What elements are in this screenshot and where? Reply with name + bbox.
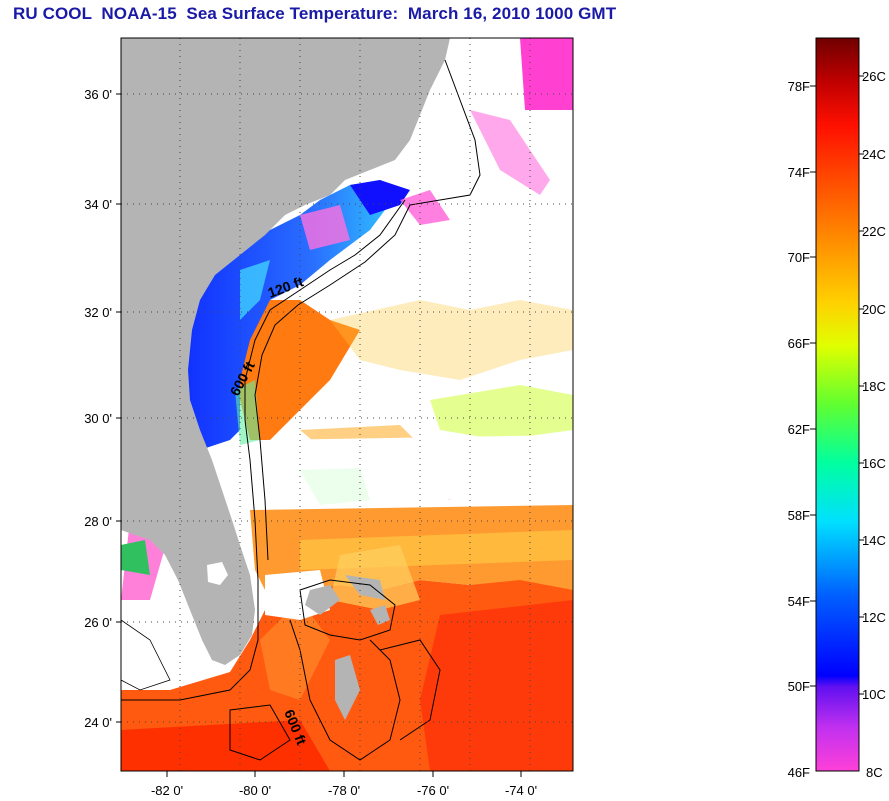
sst-image: 120 ft 600 ft 600 ft <box>121 38 573 771</box>
lat-label: 24 0' <box>84 715 112 730</box>
lon-label: -74 0' <box>505 783 537 798</box>
colorbar-c-label: 16C <box>862 456 886 471</box>
colorbar-f-label: 70F <box>788 250 810 265</box>
colorbar-c-label: 22C <box>862 224 886 239</box>
colorbar-c-label: 12C <box>862 610 886 625</box>
colorbar-c-label: 24C <box>862 147 886 162</box>
colorbar-c-label: 20C <box>862 302 886 317</box>
colorbar-c-label: 10C <box>862 687 886 702</box>
lat-label: 30 0' <box>84 411 112 426</box>
lon-label: -82 0' <box>151 783 183 798</box>
colorbar-f-label: 50F <box>788 679 810 694</box>
colorbar-c-label: 26C <box>862 69 886 84</box>
lon-label: -80 0' <box>239 783 271 798</box>
lat-label: 34 0' <box>84 197 112 212</box>
colorbar: 78F 74F 70F 66F 62F 58F 54F 50F 46F 26C … <box>788 37 886 780</box>
lon-label: -76 0' <box>417 783 449 798</box>
colorbar-c-label: 14C <box>862 533 886 548</box>
lon-label: -78 0' <box>328 783 360 798</box>
map-frame <box>120 37 574 772</box>
colorbar-f-label: 62F <box>788 422 810 437</box>
colorbar-f-label: 66F <box>788 336 810 351</box>
lat-label: 36 0' <box>84 87 112 102</box>
colorbar-f-label: 46F <box>788 765 810 780</box>
lat-label: 28 0' <box>84 514 112 529</box>
axis-ticks <box>116 93 522 777</box>
colorbar-f-label: 58F <box>788 508 810 523</box>
colorbar-f-label: 54F <box>788 594 810 609</box>
colorbar-f-label: 74F <box>788 165 810 180</box>
graticule <box>121 38 573 771</box>
lat-label: 32 0' <box>84 305 112 320</box>
lat-label: 26 0' <box>84 615 112 630</box>
colorbar-gradient <box>815 37 860 772</box>
colorbar-c-label: 8C <box>866 765 883 780</box>
page-title: RU COOL NOAA-15 Sea Surface Temperature:… <box>13 4 617 23</box>
colorbar-f-label: 78F <box>788 79 810 94</box>
colorbar-c-label: 18C <box>862 379 886 394</box>
